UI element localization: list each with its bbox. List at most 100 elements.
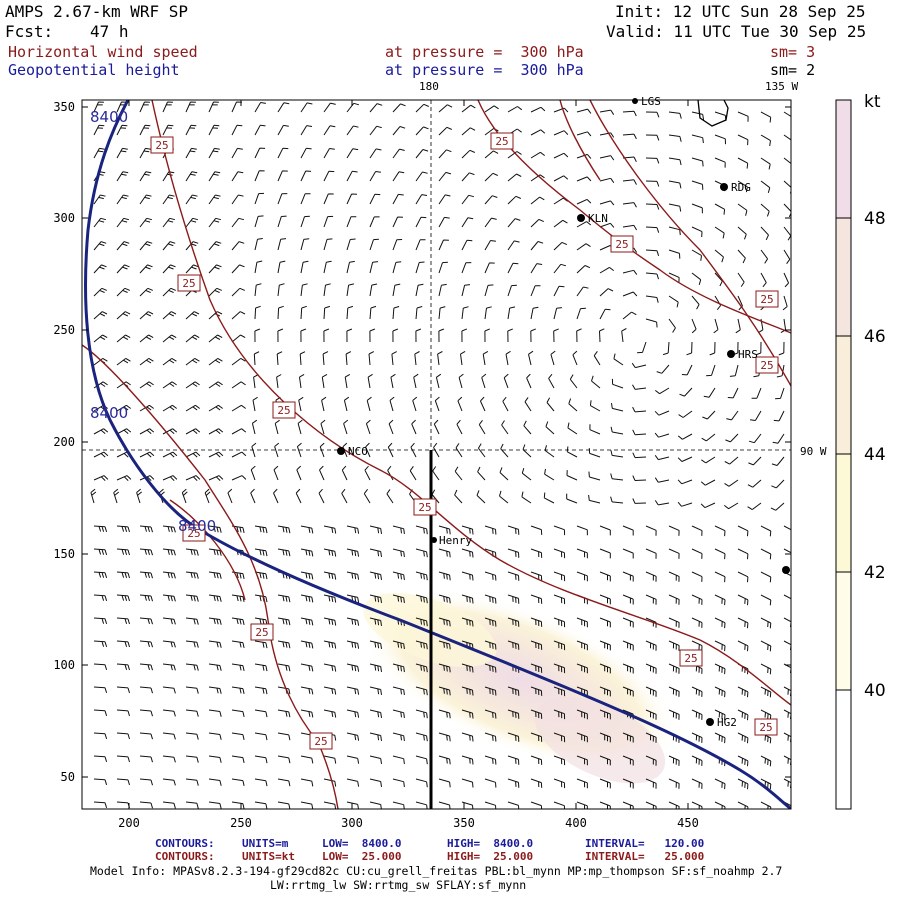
wind-barb [553,594,566,605]
wind-barb [113,488,120,504]
wind-barb [737,157,749,169]
wind-barb [668,226,681,236]
wind-barb [392,126,406,136]
wind-barb [139,194,152,205]
svg-text:25: 25 [418,501,431,514]
wind-barb [461,571,474,581]
station-lgs[interactable]: LGS [632,95,661,108]
wind-barb [254,170,265,182]
wind-barb [162,194,175,205]
station-hg2[interactable]: HG2 [706,716,737,729]
wind-barb [438,171,452,182]
wind-barb [760,134,771,146]
station-henry[interactable]: Henry [431,534,472,547]
wind-barb [576,640,588,651]
wind-barb [507,106,523,113]
wind-barb [254,640,268,649]
wind-barb [343,396,350,412]
wind-barb [162,755,176,763]
wind-barb [369,193,381,205]
wind-barb [507,173,522,182]
wind-barb [116,124,128,136]
station-kln[interactable]: KLN [577,212,608,225]
wind-barb [208,147,220,159]
wind-barb [775,387,785,400]
wind-barb [323,148,335,159]
contour-label-25: 25 [250,623,274,641]
wind-barb [392,171,405,182]
wind-barb [369,328,376,343]
wind-barb [632,452,647,459]
wind-barb [576,617,588,628]
wind-barb [760,249,769,264]
wind-barb [392,306,400,320]
station-marker[interactable] [782,566,790,574]
wind-barb [677,501,693,507]
svg-text:350: 350 [453,816,475,830]
wind-barb [645,778,657,789]
wind-barb [346,125,359,136]
station-hrs[interactable]: HRS [727,348,758,361]
wind-barb [507,732,520,742]
wind-barb [484,262,495,274]
wind-barb [415,617,428,627]
wind-barb [484,240,496,251]
wind-barb [300,238,310,251]
wind-barb [185,311,200,320]
wind-barb [185,548,199,556]
wind-barb [484,709,497,719]
wind-barb [392,261,402,274]
wind-barb [599,594,611,605]
wind-barb [611,378,624,389]
wind-barb [668,525,680,536]
wind-barb [461,217,474,228]
wind-barb [139,101,150,113]
wind-barb [323,663,337,672]
wind-barb [714,640,726,652]
wind-barb [737,249,746,264]
wind-barb [227,488,233,504]
wind-barb [389,396,395,412]
svg-text:25: 25 [760,293,773,306]
wind-barb [622,571,634,582]
wind-barb [254,124,266,136]
station-rdg[interactable]: RDG [720,181,751,194]
field2-smoothing: sm= 2 [770,61,816,79]
wind-barb [654,410,670,416]
wind-barb [521,491,532,504]
wind-barb [387,442,394,458]
wind-barb [723,502,739,510]
wind-barb [461,104,476,113]
wind-barb [346,709,360,718]
wind-barb [346,260,355,274]
wind-barb [323,170,335,182]
station-nco[interactable]: NCO [337,445,368,458]
field1-level: at pressure = 300 hPa [385,43,584,61]
wind-barb [93,451,109,458]
wind-barb [296,465,302,481]
wind-barb [415,149,429,159]
wind-barb [461,732,474,742]
wind-barb [599,222,615,228]
wind-barb [415,571,428,581]
wind-barb [727,387,739,399]
wind-barb [231,475,247,481]
wind-barb [346,686,360,695]
contour-label-25: 25 [610,235,634,253]
wind-barb [364,465,371,481]
wind-barb [507,195,522,205]
wind-barb [415,103,430,113]
height-label-8400: 8400 [178,517,216,535]
wind-barb [254,260,263,274]
wind-barb [369,801,382,809]
wind-barb [363,488,371,504]
wind-barb [185,124,197,136]
wind-barb [530,594,543,604]
wind-barb [593,351,601,366]
svg-text:100: 100 [53,658,75,672]
wind-barb [231,194,244,205]
model-info: Model Info: MPASv8.2.3-194-gf29cd82c CU:… [90,864,783,878]
wind-barb [662,341,670,356]
wind-barb [435,373,442,389]
wind-barb [415,261,425,274]
